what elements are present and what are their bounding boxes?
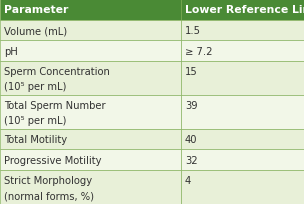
Bar (0, 62, 181, 95)
Bar (181, 41, 304, 62)
Text: 32: 32 (185, 155, 198, 165)
Text: 4: 4 (185, 175, 191, 185)
Text: Parameter: Parameter (4, 5, 68, 15)
Text: Sperm Concentration: Sperm Concentration (4, 67, 110, 77)
Text: pH: pH (4, 47, 18, 57)
Bar (181, 21, 304, 41)
Text: Volume (mL): Volume (mL) (4, 26, 67, 36)
Bar (0, 150, 181, 170)
Text: Progressive Motility: Progressive Motility (4, 155, 102, 165)
Text: Strict Morphology: Strict Morphology (4, 175, 92, 185)
Bar (181, 95, 304, 129)
Bar (181, 170, 304, 204)
Bar (181, 129, 304, 150)
Text: 39: 39 (185, 101, 198, 111)
Text: 40: 40 (185, 134, 197, 144)
Text: 15: 15 (185, 67, 198, 77)
Bar (0, 21, 181, 41)
Text: 1.5: 1.5 (185, 26, 201, 36)
Bar (0, 129, 181, 150)
Bar (0, 95, 181, 129)
Text: Total Motility: Total Motility (4, 134, 67, 144)
Text: ≥ 7.2: ≥ 7.2 (185, 47, 212, 57)
Bar (0, 170, 181, 204)
Bar (0, 0, 181, 21)
Text: (10⁵ per mL): (10⁵ per mL) (4, 116, 66, 126)
Text: (normal forms, %): (normal forms, %) (4, 191, 94, 201)
Bar (181, 150, 304, 170)
Text: Lower Reference Limit: Lower Reference Limit (185, 5, 304, 15)
Bar (181, 62, 304, 95)
Text: Total Sperm Number: Total Sperm Number (4, 101, 105, 111)
Bar (0, 41, 181, 62)
Text: (10⁵ per mL): (10⁵ per mL) (4, 82, 66, 92)
Bar (181, 0, 304, 21)
